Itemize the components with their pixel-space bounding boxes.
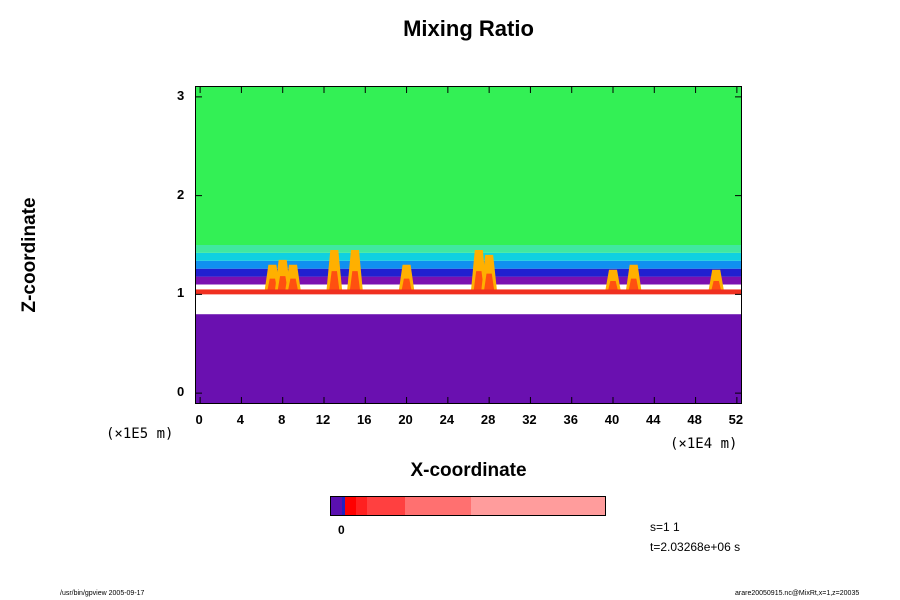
plume-core: [277, 276, 289, 293]
x-tick-label: 36: [563, 412, 578, 427]
plume-core: [328, 271, 340, 293]
plume-core: [349, 271, 361, 293]
heatmap-field: [196, 87, 741, 403]
plume-core: [267, 278, 278, 293]
x-tick-label: 8: [278, 412, 286, 427]
colorbar-segment: [331, 497, 342, 515]
region-lower: [196, 314, 741, 403]
x-tick-label: 4: [236, 412, 245, 427]
region-upper: [196, 87, 741, 245]
x-tick-label: 44: [646, 412, 661, 427]
footer-right: arare20050915.nc@MixRt,x=1,z=20035: [735, 590, 860, 597]
plume-core: [473, 271, 485, 293]
region-white-layer: [196, 294, 741, 315]
x-tick-label: 20: [398, 412, 413, 427]
x-tick-label: 40: [604, 412, 620, 427]
y-unit-label: (×1E5 m): [106, 426, 174, 442]
colorbar-segment: [355, 497, 367, 515]
x-unit-label: (×1E4 m): [670, 436, 738, 452]
plume-core: [401, 278, 412, 293]
chart-title: Mixing Ratio: [403, 16, 534, 41]
plot-area: [195, 86, 742, 404]
colorbar-segment: [344, 497, 356, 515]
plume-core: [628, 278, 639, 293]
x-tick-label: 28: [480, 412, 496, 427]
colorbar-segment: [470, 497, 605, 515]
colorbar-segment: [366, 497, 405, 515]
transition-band: [196, 276, 741, 285]
x-tick-label: 0: [195, 412, 203, 427]
colorbar: [330, 496, 606, 516]
footer-left: /usr/bin/gpview 2005-09-17: [60, 590, 145, 597]
x-tick-label: 48: [687, 412, 702, 427]
x-tick-label: 32: [522, 412, 537, 427]
plume-core: [287, 278, 299, 293]
y-tick-label: 0: [177, 384, 185, 400]
x-tick-label: 52: [728, 412, 744, 427]
y-tick-label: 2: [177, 186, 185, 202]
x-tick-label: 16: [357, 412, 372, 427]
colorbar-segment: [341, 497, 345, 515]
colorbar-segment: [404, 497, 471, 515]
x-axis-label: X-coordinate: [410, 460, 527, 481]
y-tick-label: 1: [177, 285, 185, 301]
colorbar-label: 0: [338, 523, 345, 537]
y-axis-label: Z-coordinate: [19, 197, 40, 313]
stride-text: s=1 1: [650, 520, 680, 534]
x-tick-label: 24: [439, 412, 455, 427]
x-tick-label: 12: [315, 412, 331, 427]
transition-band: [196, 268, 741, 277]
plume-core: [483, 273, 495, 293]
transition-band: [196, 245, 741, 253]
y-tick-label: 3: [177, 87, 185, 103]
transition-band: [196, 260, 741, 269]
transition-band: [196, 252, 741, 261]
time-text: t=2.03268e+06 s: [650, 540, 741, 554]
